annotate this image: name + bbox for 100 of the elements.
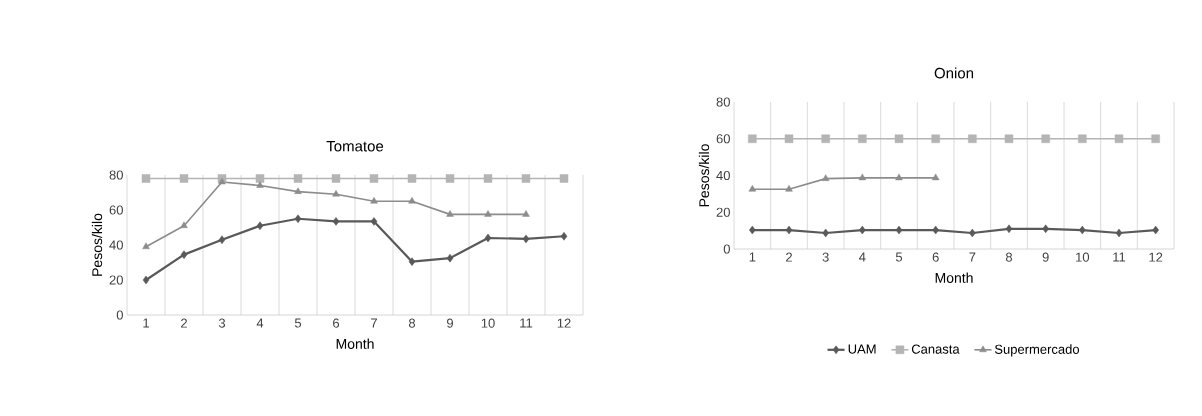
point	[748, 134, 757, 143]
point	[931, 173, 940, 181]
point	[932, 225, 939, 235]
point	[749, 225, 756, 235]
x-tick-label: 6	[932, 252, 939, 262]
x-tick-label: 3	[822, 252, 829, 262]
point	[1041, 134, 1050, 143]
point	[180, 221, 188, 228]
point	[445, 174, 455, 183]
y-tick-label: 40	[716, 170, 730, 181]
x-axis-title: Month	[336, 338, 374, 349]
point	[293, 174, 303, 183]
point	[369, 174, 379, 183]
y-tick-label: 80	[109, 170, 123, 180]
point	[784, 134, 794, 143]
x-tick-label: 4	[256, 318, 264, 328]
point	[408, 197, 416, 204]
x-tick-label: 1	[749, 252, 756, 262]
point	[894, 134, 904, 143]
point	[560, 232, 568, 241]
point	[332, 190, 340, 197]
point	[1079, 225, 1086, 235]
x-tick-label: 10	[481, 318, 495, 328]
point	[180, 250, 188, 259]
point	[256, 221, 264, 231]
x-tick-label: 8	[1005, 252, 1013, 262]
point	[559, 174, 569, 183]
x-tick-label: 7	[969, 252, 976, 262]
point	[255, 174, 265, 183]
point	[407, 174, 417, 183]
y-tick-label: 20	[109, 275, 123, 285]
y-tick-label: 20	[716, 207, 730, 217]
point	[370, 217, 378, 226]
y-axis-title: Pesos/kilo	[698, 144, 710, 207]
point	[821, 174, 830, 181]
point	[859, 225, 866, 235]
point	[522, 234, 530, 244]
point	[521, 174, 531, 183]
point	[785, 185, 793, 192]
point	[1078, 134, 1087, 143]
point	[895, 173, 903, 181]
x-tick-label: 8	[408, 318, 416, 328]
point	[484, 233, 492, 243]
point	[1152, 225, 1159, 235]
point	[821, 134, 830, 143]
chart-title: Tomatoe	[326, 141, 384, 152]
point	[179, 174, 189, 183]
point	[1151, 134, 1160, 143]
point	[331, 174, 341, 183]
point	[1042, 224, 1049, 234]
point	[256, 181, 264, 188]
x-tick-label: 12	[1149, 252, 1163, 262]
point	[446, 253, 454, 263]
x-tick-label: 9	[1042, 252, 1049, 262]
point	[294, 187, 302, 194]
point	[1114, 134, 1124, 143]
point	[858, 173, 867, 181]
x-tick-label: 2	[786, 252, 792, 262]
x-tick-label: 5	[895, 252, 903, 262]
legend-label: UAM	[848, 344, 876, 354]
x-tick-label: 12	[557, 318, 571, 328]
legend-label: Supermercado	[994, 344, 1080, 357]
point	[332, 217, 340, 226]
point	[895, 225, 903, 235]
point	[446, 210, 454, 217]
x-tick-label: 7	[371, 318, 377, 328]
x-tick-label: 11	[1113, 252, 1126, 262]
point	[141, 174, 151, 183]
point	[294, 214, 302, 224]
x-tick-label: 6	[333, 318, 340, 328]
point	[785, 225, 793, 235]
x-tick-label: 5	[294, 318, 302, 328]
point	[968, 134, 977, 143]
point	[931, 134, 940, 143]
point	[484, 210, 492, 217]
x-tick-label: 1	[143, 318, 149, 328]
y-tick-label: 60	[716, 134, 730, 144]
point	[1004, 134, 1014, 143]
y-tick-label: 0	[116, 310, 123, 320]
point	[969, 228, 976, 238]
point	[370, 197, 378, 204]
point	[822, 228, 829, 238]
y-tick-label: 40	[109, 240, 123, 250]
y-axis-title: Pesos/kilo	[91, 213, 103, 276]
y-tick-label: 80	[716, 97, 730, 107]
point	[858, 134, 867, 143]
point	[142, 275, 150, 285]
point	[408, 257, 416, 266]
x-tick-label: 3	[218, 318, 226, 328]
point	[483, 174, 493, 183]
x-tick-label: 2	[181, 318, 187, 328]
x-tick-label: 4	[859, 252, 866, 262]
legend-label: Canasta	[911, 344, 960, 354]
y-tick-label: 60	[109, 205, 123, 215]
x-tick-label: 10	[1076, 252, 1090, 262]
point	[142, 242, 150, 249]
x-axis-title: Month	[935, 272, 973, 283]
point	[522, 210, 530, 217]
x-tick-label: 9	[447, 318, 454, 328]
x-tick-label: 11	[520, 318, 533, 328]
